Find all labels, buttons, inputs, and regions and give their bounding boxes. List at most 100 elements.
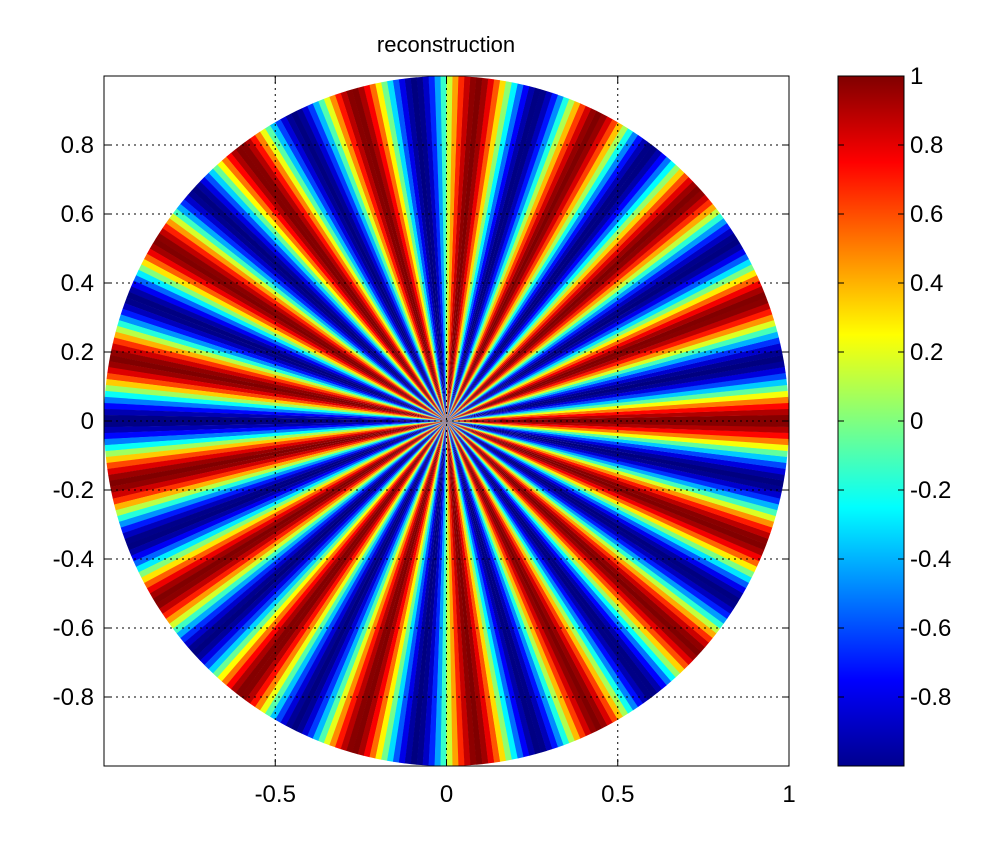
surface-wedge: [152, 421, 447, 605]
surface-wedge: [191, 421, 447, 657]
surface-wedge: [112, 337, 447, 421]
surface-wedge: [446, 343, 782, 421]
surface-wedge: [146, 248, 447, 421]
chart-title: reconstruction: [377, 32, 515, 57]
y-tick-label: 0.2: [61, 339, 94, 366]
surface-wedge: [114, 331, 447, 421]
surface-wedge: [363, 421, 447, 758]
surface-wedge: [105, 384, 447, 421]
surface-wedge: [446, 131, 639, 422]
surface-wedge: [187, 190, 447, 421]
surface-wedge: [217, 160, 447, 421]
surface-wedge: [280, 116, 447, 421]
surface-wedge: [446, 421, 681, 678]
surface-wedge: [270, 421, 447, 720]
surface-wedge: [165, 218, 447, 421]
surface-wedge: [446, 421, 570, 746]
surface-wedge: [446, 421, 576, 744]
surface-wedge: [446, 421, 789, 434]
surface-wedge: [204, 421, 447, 670]
surface-wedge: [446, 421, 702, 657]
surface-wedge: [446, 421, 744, 599]
surface-wedge: [107, 367, 447, 421]
surface-wedge: [280, 421, 447, 726]
grid-lines: [104, 76, 790, 766]
surface-wedge: [446, 92, 559, 421]
surface-wedge: [446, 122, 623, 421]
surface-wedge: [446, 314, 775, 421]
surface-wedge: [180, 421, 447, 643]
surface-wedge: [208, 421, 447, 674]
surface-wedge: [446, 421, 619, 723]
x-tick-label: 1: [782, 781, 795, 808]
surface-wedge: [133, 421, 447, 568]
x-axis: -0.5 0 0.5 1: [255, 76, 796, 808]
surface-wedge: [357, 421, 447, 756]
surface-wedge: [329, 94, 447, 422]
surface-wedge: [446, 103, 586, 421]
surface-wedge: [440, 421, 447, 766]
surface-wedge: [446, 199, 713, 421]
surface-wedge: [446, 280, 762, 421]
surface-wedge: [446, 421, 542, 755]
surface-wedge: [221, 421, 447, 686]
surface-wedge: [188, 421, 447, 653]
surface-wedge: [446, 76, 477, 421]
surface-wedge: [446, 421, 728, 624]
surface-wedge: [446, 108, 597, 421]
y-tick-label: -0.4: [53, 546, 94, 573]
surface-wedge: [329, 421, 447, 748]
surface-wedge: [446, 421, 747, 594]
surface-wedge: [254, 131, 447, 421]
surface-wedge: [124, 421, 447, 545]
surface-wedge: [369, 421, 447, 759]
surface-wedge: [240, 141, 447, 421]
surface-wedge: [446, 421, 779, 511]
surface-wedge: [195, 181, 447, 421]
surface-wedge: [446, 421, 581, 741]
colorbar: 1 0.8 0.6 0.4 0.2 0 -0.2 -0.4 -0.6 -0.8: [837, 63, 951, 767]
surface-wedge: [117, 421, 447, 523]
surface-wedge: [114, 421, 447, 511]
surface-wedge: [296, 108, 447, 421]
surface-wedge: [446, 138, 648, 421]
surface-wedge: [446, 421, 564, 748]
surface-wedge: [136, 421, 447, 573]
surface-wedge: [109, 355, 447, 421]
surface-wedge: [245, 421, 447, 704]
surface-wedge: [249, 134, 447, 422]
surface-wedge: [446, 421, 752, 583]
surface-wedge: [446, 297, 769, 421]
surface-wedge: [446, 258, 752, 421]
surface-wedge: [118, 421, 447, 528]
surface-wedge: [115, 421, 447, 517]
surface-wedge: [301, 421, 447, 737]
x-tick-label: -0.5: [255, 781, 296, 808]
surface-wedge: [141, 421, 447, 584]
surface-wedge: [135, 269, 447, 421]
surface-wedge: [369, 83, 447, 421]
surface-wedge: [446, 87, 541, 422]
surface-wedge: [446, 421, 785, 481]
surface-wedge: [254, 421, 447, 711]
colorbar-tick-label: 0.6: [910, 201, 943, 228]
surface-wedge: [446, 421, 587, 739]
surface-wedge: [446, 181, 697, 421]
y-tick-label: -0.2: [53, 477, 94, 504]
colorbar-tick-label: 0.4: [910, 270, 943, 297]
surface-wedge: [446, 421, 663, 693]
surface-wedge: [446, 243, 744, 421]
surface-wedge: [446, 421, 592, 737]
surface-wedge: [111, 343, 447, 421]
surface-wedge: [446, 285, 765, 421]
surface-wedge: [434, 421, 447, 766]
surface-wedge: [446, 152, 667, 421]
surface-wedge: [446, 156, 672, 421]
surface-wedge: [446, 96, 570, 421]
surface-wedge: [446, 128, 634, 421]
surface-wedge: [104, 408, 447, 421]
surface-wedge: [446, 421, 783, 493]
surface-wedge: [446, 421, 738, 609]
y-tick-label: 0.4: [61, 270, 94, 297]
plot-area: -0.5 0 0.5 1 0.8 0.6 0.4 0.2 0 -0.2 -0.4 -0.6 -0.8: [53, 75, 796, 808]
